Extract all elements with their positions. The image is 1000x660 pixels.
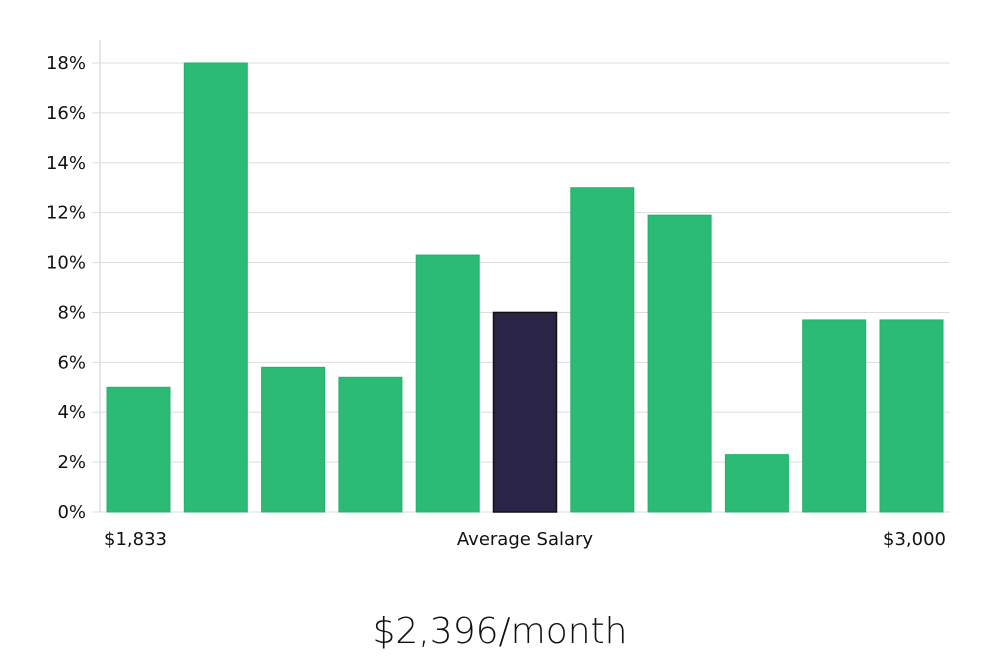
salary-histogram: 0% 2% 4% 6% 8% 10% 12% 14% 16% 18% bbox=[46, 40, 950, 523]
bar bbox=[802, 319, 867, 513]
y-tick-label: 8% bbox=[57, 302, 86, 323]
bar bbox=[338, 376, 403, 513]
y-tick-label: 0% bbox=[57, 502, 86, 523]
y-tick-label: 6% bbox=[57, 352, 86, 373]
bar bbox=[647, 214, 712, 513]
bar bbox=[724, 454, 789, 513]
bar bbox=[415, 254, 480, 513]
x-axis-min-label: $1,833 bbox=[104, 529, 167, 550]
x-axis-max-label: $3,000 bbox=[883, 529, 946, 550]
bar-highlighted bbox=[492, 311, 558, 513]
y-tick-label: 16% bbox=[46, 103, 86, 124]
bar bbox=[879, 319, 944, 513]
bar bbox=[570, 187, 635, 513]
y-axis-ticks: 0% 2% 4% 6% 8% 10% 12% 14% 16% 18% bbox=[46, 53, 86, 523]
y-tick-label: 18% bbox=[46, 53, 86, 74]
x-axis-title: Average Salary bbox=[456, 529, 594, 550]
bar bbox=[106, 386, 171, 513]
bar bbox=[261, 366, 326, 513]
y-tick-label: 4% bbox=[57, 402, 86, 423]
y-tick-label: 12% bbox=[46, 203, 86, 224]
y-tick-label: 10% bbox=[46, 253, 86, 274]
bars bbox=[106, 62, 944, 513]
bar bbox=[183, 62, 248, 513]
y-tick-label: 2% bbox=[57, 452, 86, 473]
y-tick-label: 14% bbox=[46, 153, 86, 174]
average-salary-headline: $2,396/month bbox=[372, 611, 628, 652]
